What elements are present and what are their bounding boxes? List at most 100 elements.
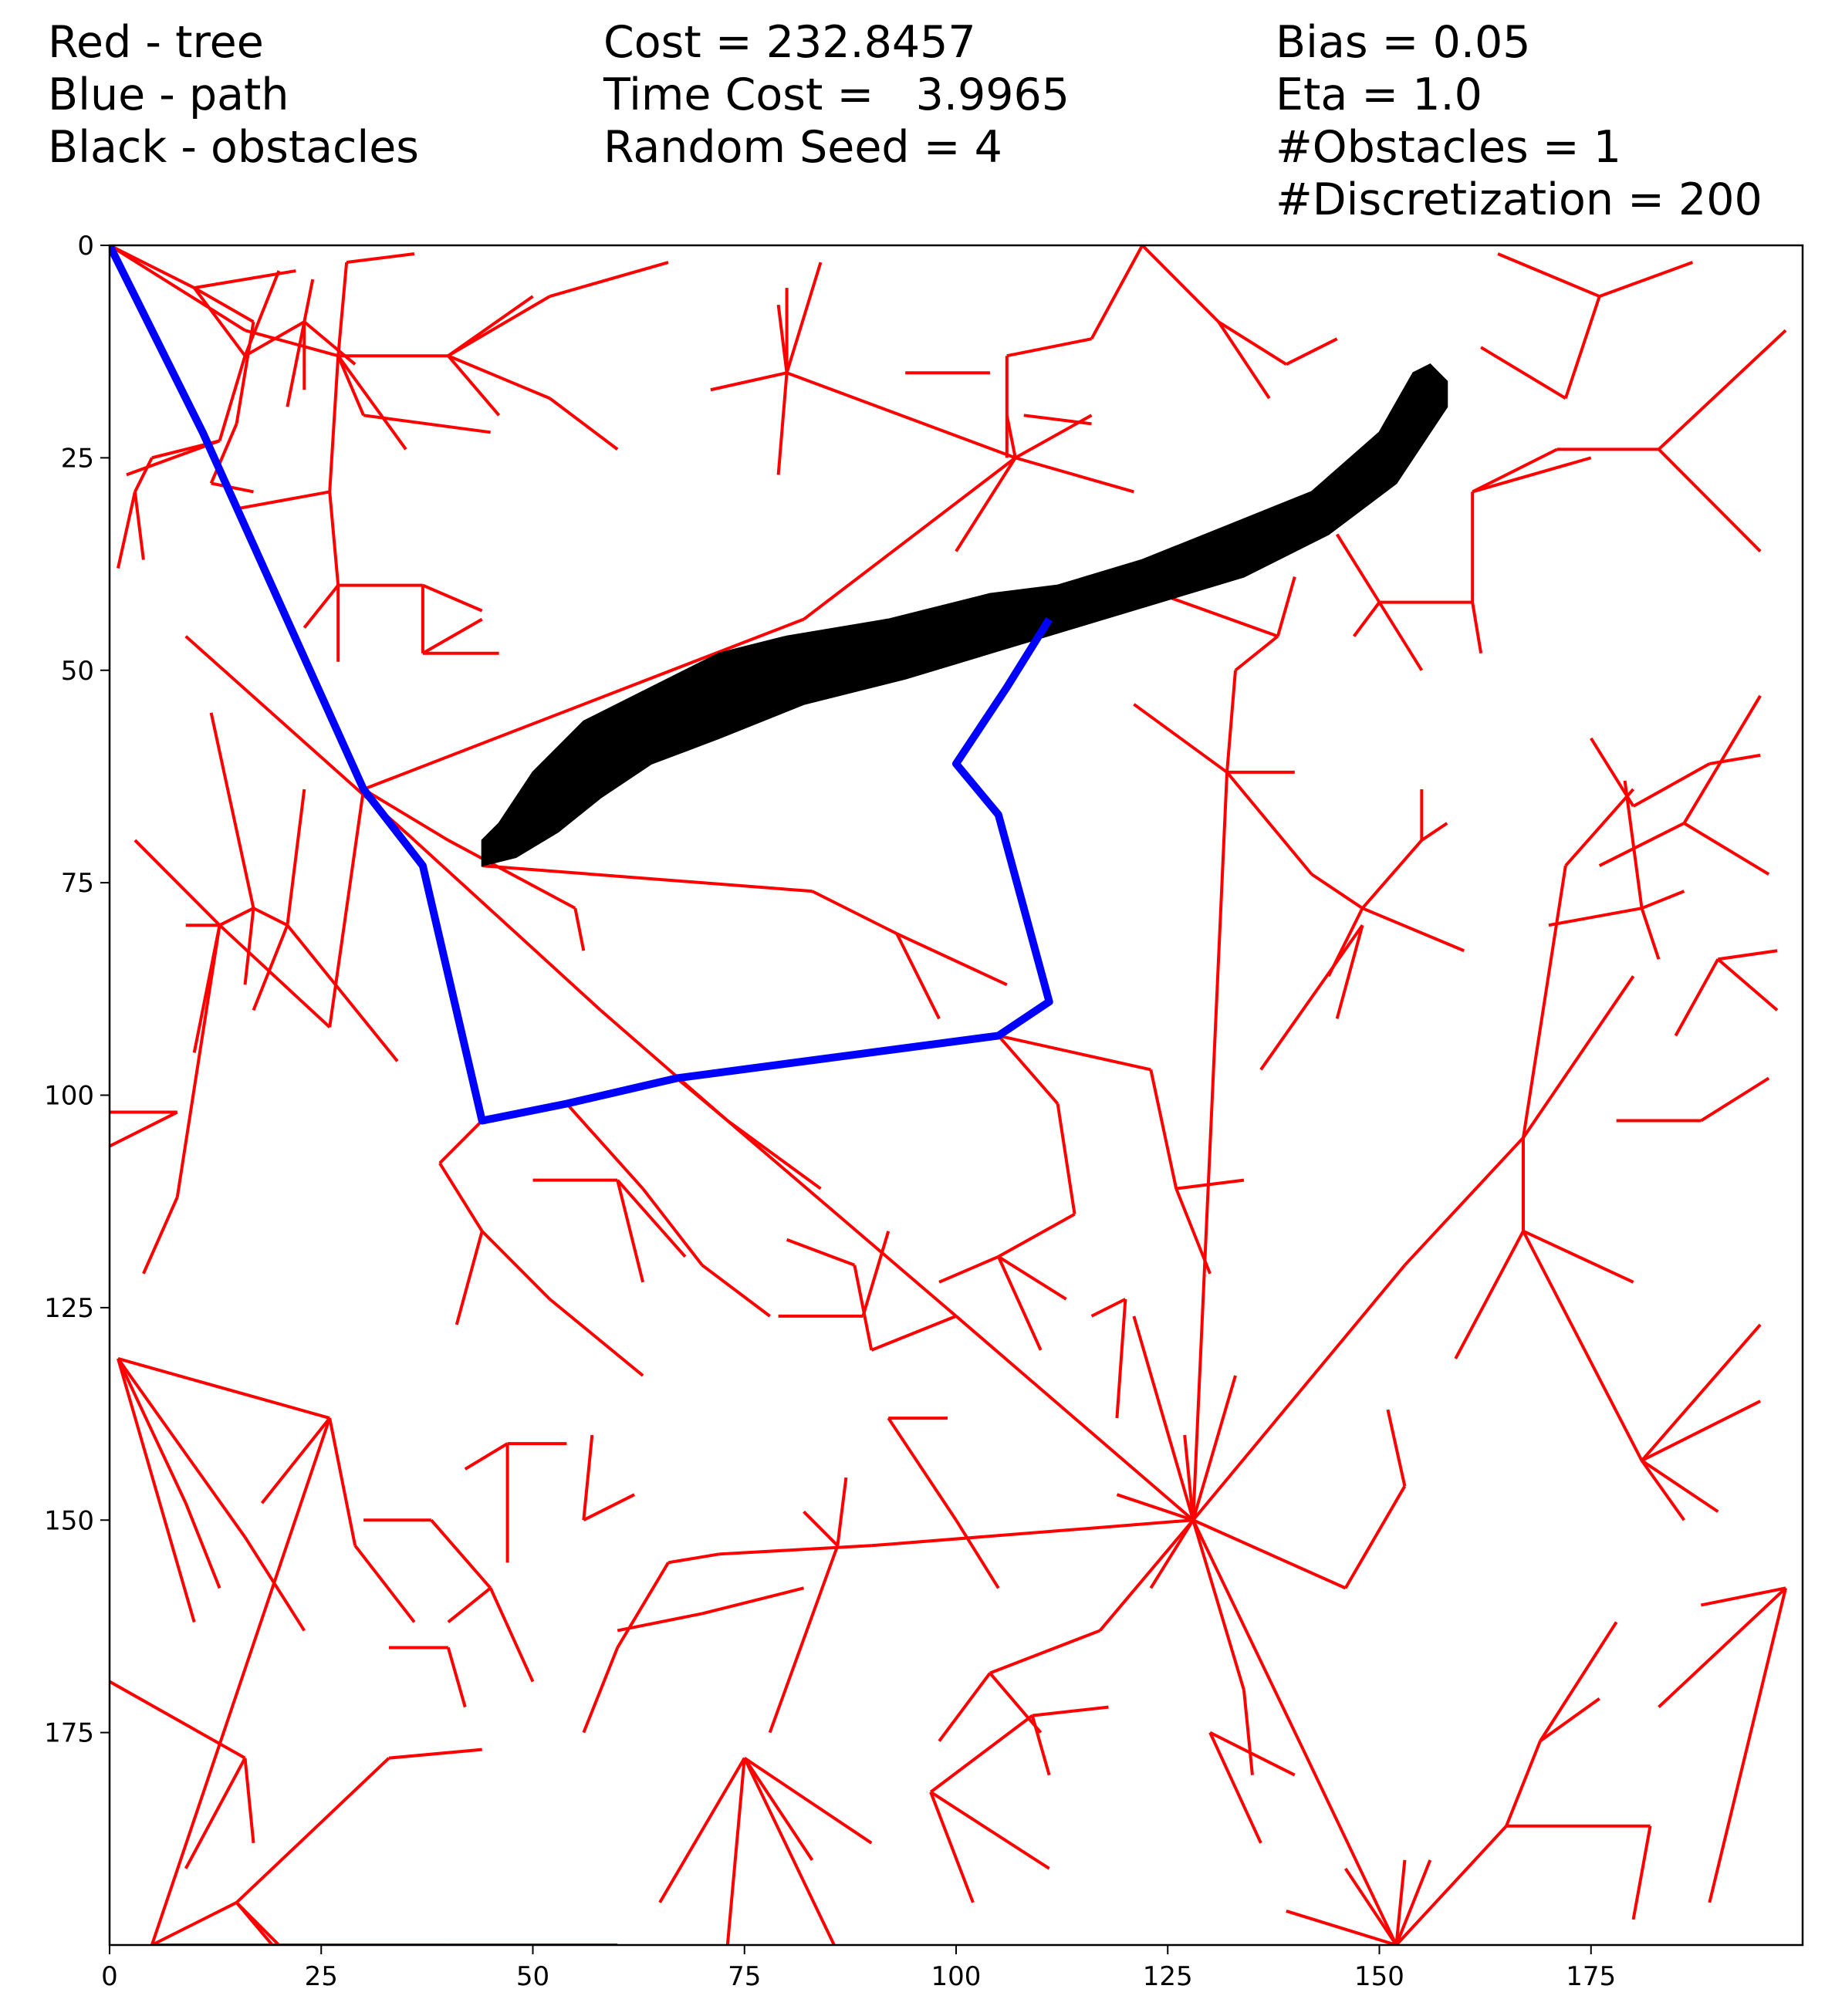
y-tick-label: 75	[61, 868, 94, 899]
tree-edge	[1149, 1519, 1195, 1589]
tree-edge	[1133, 703, 1228, 774]
tree-edge	[422, 583, 483, 613]
tree-edge	[549, 261, 669, 299]
path-layer	[110, 245, 1053, 1125]
tree-edge	[1132, 1315, 1195, 1521]
tree-edge	[211, 481, 254, 494]
tree-edge	[1682, 694, 1762, 825]
tree-edge	[438, 1119, 484, 1165]
tree-edge	[1522, 865, 1567, 1138]
tree-edge	[209, 712, 255, 909]
header-col1-line-2: Black - obstacles	[48, 122, 419, 173]
header-col2-line-0: Cost = 232.8457	[603, 17, 976, 68]
tree-edge	[836, 1477, 848, 1546]
tree-edge	[218, 355, 247, 441]
tree-edge	[328, 491, 340, 586]
tree-edge	[938, 1672, 992, 1742]
tree-edge	[1023, 414, 1092, 426]
tree-edge	[1217, 321, 1271, 400]
tree-edge	[929, 1714, 1033, 1794]
header-col1-line-0: Red - tree	[48, 17, 264, 68]
tree-edge	[447, 839, 576, 910]
tree-edge	[1286, 1910, 1397, 1945]
tree-edge	[133, 491, 145, 560]
tree-edge	[1335, 924, 1364, 1019]
tree-edge	[447, 1586, 492, 1623]
tree-edge	[1394, 1859, 1432, 1945]
tree-edge	[448, 354, 551, 400]
tree-edge	[776, 373, 789, 475]
tree-edge	[955, 1519, 1000, 1589]
tree-edge	[861, 1231, 891, 1317]
x-tick-label: 125	[1143, 1961, 1193, 1992]
x-tick-label: 100	[931, 1961, 982, 1992]
x-tick-label: 25	[305, 1961, 338, 1992]
tree-edge	[1343, 1485, 1407, 1589]
tree-edge	[150, 1901, 238, 1945]
y-axis-ticks: 0 25 50 75 100 125 150 175	[44, 231, 110, 1749]
tree-edge	[1276, 576, 1296, 637]
tree-edge	[565, 1103, 644, 1190]
tree-edge	[235, 321, 255, 424]
x-tick-label: 0	[101, 1961, 118, 1992]
tree-edge	[930, 1791, 1050, 1870]
tree-edge	[989, 1672, 1043, 1734]
tree-edge	[302, 584, 340, 629]
tree-edge	[447, 295, 534, 357]
tree-edge	[1191, 1519, 1245, 1691]
tree-edge	[286, 789, 306, 926]
tree-edge	[997, 1212, 1076, 1258]
tree-edge	[1539, 1621, 1618, 1742]
tree-edge	[252, 924, 289, 1011]
tree-edge	[303, 320, 357, 366]
tree-edge	[363, 617, 805, 791]
y-tick-label: 25	[61, 443, 94, 474]
tree-edge	[346, 252, 415, 265]
y-tick-label: 0	[77, 231, 94, 262]
tree-edge	[260, 1417, 331, 1504]
tree-edge	[617, 1612, 703, 1633]
tree-edge	[1700, 1586, 1786, 1607]
tree-edge	[110, 245, 246, 332]
tree-edge	[1658, 447, 1762, 552]
tree-edge	[786, 371, 1016, 460]
y-tick-label: 175	[44, 1718, 94, 1749]
tree-edge	[1472, 456, 1592, 494]
tree-edge	[286, 924, 399, 1062]
tree-edge	[286, 321, 306, 407]
tree-edge	[1658, 1586, 1787, 1709]
tree-edge	[482, 864, 813, 893]
tree-edge	[117, 1357, 247, 1538]
tree-edge	[1191, 1519, 1305, 1751]
tree-edge	[302, 279, 315, 322]
tree-edge	[1343, 1867, 1398, 1945]
tree-edge	[1640, 907, 1661, 960]
x-tick-label: 150	[1354, 1961, 1404, 1992]
tree-edge	[1394, 1859, 1407, 1945]
tree-edge	[1361, 907, 1465, 953]
tree-edge	[701, 1586, 805, 1616]
tree-edge	[193, 286, 255, 323]
tree-edge	[1191, 1375, 1237, 1521]
tree-edge	[464, 1442, 509, 1471]
tree-edge	[1191, 1264, 1406, 1521]
tree-edge	[1191, 772, 1229, 1521]
tree-edge	[582, 1434, 594, 1521]
tree-edge	[1539, 1697, 1600, 1743]
tree-edge	[1116, 1493, 1194, 1522]
tree-edge	[955, 457, 1017, 552]
tree-edge	[997, 1035, 1060, 1105]
tree-edge	[701, 1264, 771, 1318]
tree-edge	[1115, 1298, 1127, 1419]
tree-edge	[252, 907, 289, 927]
x-axis-ticks: 0 25 50 75 100 125 150 175	[101, 1945, 1616, 1992]
tree-edge	[725, 1758, 746, 1945]
header-col2-line-1: Time Cost = 3.9965	[603, 69, 1070, 120]
tree-edge	[573, 907, 586, 951]
tree-edge	[1158, 592, 1279, 638]
tree-edge	[1599, 261, 1694, 298]
tree-edge	[871, 1518, 1194, 1548]
tree-edge	[1259, 924, 1364, 1071]
tree-edge	[1386, 1409, 1407, 1487]
tree-edge	[1564, 788, 1635, 867]
